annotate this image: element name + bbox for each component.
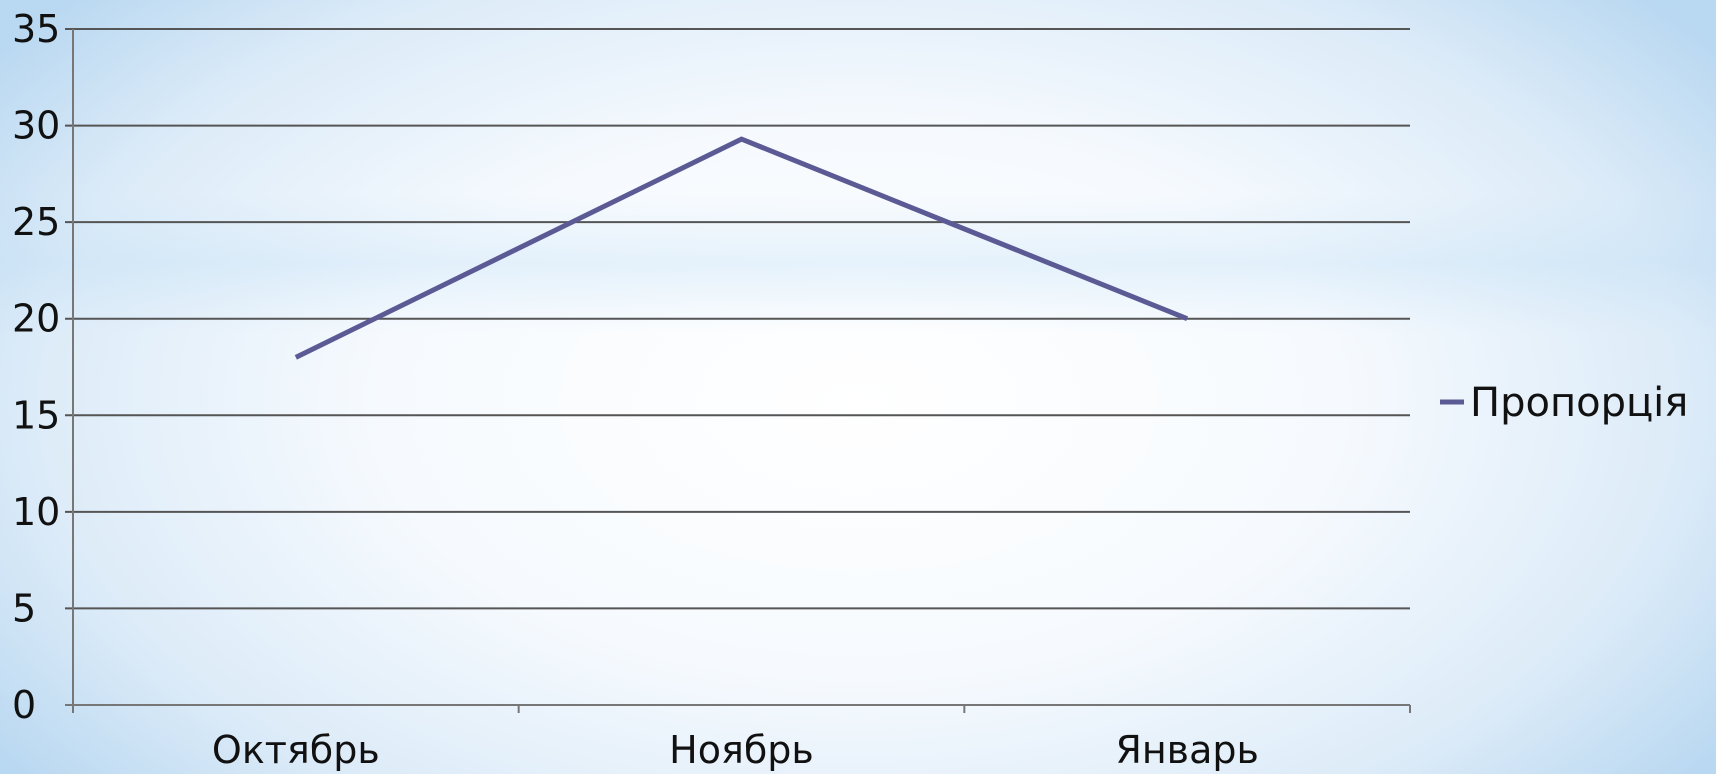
series-line — [294, 136, 1189, 360]
y-tick-label: 30 — [12, 104, 60, 148]
x-tick-label: Январь — [1115, 728, 1258, 772]
y-tick-label: 10 — [12, 490, 60, 534]
y-tick-label: 25 — [12, 200, 60, 244]
x-tick-label: Октябрь — [212, 728, 380, 772]
x-tick-label: Ноябрь — [669, 728, 814, 772]
legend-label-proportion: Пропорція — [1470, 380, 1688, 426]
y-tick-label: 15 — [12, 393, 60, 437]
y-tick-label: 35 — [12, 7, 60, 51]
y-axis-tick-labels: 0 5 10 15 20 25 30 35 — [12, 7, 60, 727]
gridlines — [65, 28, 1410, 610]
y-tick-label: 5 — [12, 586, 36, 630]
legend: Пропорція — [1440, 380, 1688, 426]
y-tick-label: 20 — [12, 297, 60, 341]
y-tick-label: 0 — [12, 683, 36, 727]
series-lines — [294, 136, 1189, 360]
x-axis: Октябрь Ноябрь Январь — [65, 29, 1411, 772]
